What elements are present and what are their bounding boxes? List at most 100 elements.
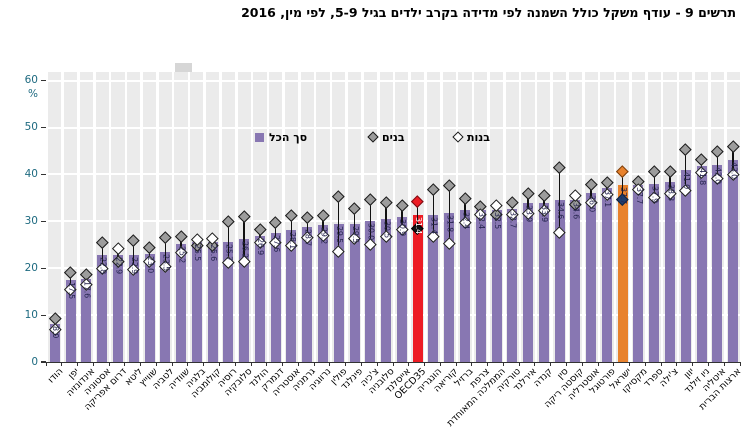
v-gridline [487,72,490,362]
x-tick [171,362,173,366]
h-gridline [47,267,741,270]
v-gridline [156,72,159,362]
boys-marker [253,223,266,236]
boys-marker [380,196,393,209]
bar [112,254,123,362]
boys-marker [269,216,282,229]
legend-item-girls: בנות [452,130,490,144]
whisker [700,159,703,173]
x-tick [487,362,489,366]
bar-value-label: 23.0 [145,256,155,274]
bar [444,212,455,362]
v-gridline [518,72,522,362]
bar-value-label: 43.0 [729,162,739,180]
whisker [543,195,545,211]
boys-marker [521,187,535,200]
v-gridline [203,72,207,362]
x-tick [297,362,299,366]
bar-value-label: 41.0 [682,171,692,189]
bar [428,214,439,362]
v-gridline [440,72,443,362]
boys-marker [332,190,345,203]
y-tick [41,173,46,176]
x-tick [723,362,725,366]
x-tick [629,362,631,366]
v-gridline [739,72,743,362]
whisker [732,146,734,175]
y-tick-label: 50 [24,121,38,134]
x-tick [313,362,315,366]
y-tick [41,361,46,363]
whisker [511,202,513,215]
boys-marker [553,161,566,174]
x-tick [471,362,473,366]
x-tick [155,362,157,366]
bar-value-label: 41.8 [697,168,707,186]
v-gridline [392,72,396,362]
legend-boys-label: בנים [382,130,405,144]
v-gridline [408,72,412,362]
whisker [243,216,245,262]
bar-value-label: 27.6 [272,234,281,252]
bar [412,214,423,362]
whisker [401,205,403,229]
x-tick [266,362,268,366]
x-tick [581,362,583,366]
v-gridline [266,72,270,362]
boys-marker [506,196,519,209]
bar-value-label: 30.0 [366,223,376,241]
x-tick [534,362,536,366]
whisker [622,171,624,200]
whisker [685,149,687,190]
boys-marker [364,192,377,205]
v-gridline [361,72,364,362]
bar [49,324,60,362]
bar [223,241,234,362]
bar [365,221,376,362]
whisker [259,229,261,242]
x-tick [329,362,331,366]
x-tick [61,362,63,366]
whisker [353,208,356,239]
y-tick-label: 20 [24,261,38,274]
x-tick [692,362,694,366]
v-gridline [329,72,333,362]
x-tick [518,362,520,366]
whisker [117,248,119,262]
bar-value-label: 34.6 [571,201,581,219]
v-gridline [187,72,191,362]
bar [349,223,360,362]
bar-value-label: 37.7 [634,187,644,205]
bar-value-label: 33.9 [540,205,550,223]
whisker [148,247,151,262]
y-tick [41,267,46,269]
whisker [275,222,277,243]
whisker [653,171,655,198]
bar-value-label: 25.7 [224,243,234,261]
bar [570,199,581,362]
bar-value-label: 26.9 [256,237,266,255]
whisker [133,240,135,270]
bar [128,254,139,362]
v-gridline [550,72,554,362]
boys-marker [695,153,708,166]
bar-value-label: 17.6 [82,281,92,299]
v-gridline [471,72,475,362]
v-gridline [534,72,538,362]
v-gridline [629,72,632,362]
bar-value-label: 33.9 [524,205,534,223]
bar [633,185,644,362]
x-tick [203,362,205,366]
y-tick-label: 40 [24,167,38,180]
bar [665,182,676,362]
x-tick [140,362,142,366]
bar-value-label: 25.5 [193,244,203,262]
whisker [322,215,324,235]
bar [381,219,392,362]
v-gridline [597,72,601,362]
bar-value-label: 25.6 [208,243,218,261]
bar-value-label: 31.4 [429,216,439,234]
x-tick [566,362,567,366]
boys-marker [222,215,235,228]
